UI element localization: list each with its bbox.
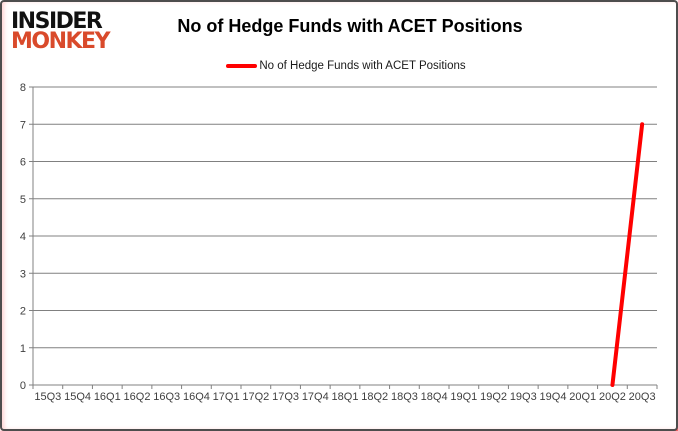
xtick-label-17Q4: 17Q4 [302, 391, 329, 403]
ytick-label-4: 4 [20, 231, 26, 243]
ytick-label-7: 7 [20, 119, 26, 131]
logo-line-monkey: MONKEY [11, 29, 111, 55]
ytick-label-3: 3 [20, 268, 26, 280]
logo-line-insider: INSIDER [11, 9, 103, 34]
xtick-label-20Q2: 20Q2 [599, 391, 626, 403]
xtick-label-19Q3: 19Q3 [510, 391, 537, 403]
xtick-label-16Q2: 16Q2 [124, 391, 151, 403]
chart-title: No of Hedge Funds with ACET Positions [177, 16, 523, 36]
ytick-label-8: 8 [20, 82, 26, 94]
xtick-label-19Q1: 19Q1 [450, 391, 477, 403]
xtick-label-17Q2: 17Q2 [242, 391, 269, 403]
legend-label: No of Hedge Funds with ACET Positions [259, 60, 466, 72]
ytick-label-0: 0 [20, 380, 26, 392]
xtick-label-18Q3: 18Q3 [391, 391, 418, 403]
xtick-label-20Q3: 20Q3 [629, 391, 656, 403]
xtick-label-15Q4: 15Q4 [64, 391, 91, 403]
ytick-label-5: 5 [20, 194, 26, 206]
xtick-label-18Q1: 18Q1 [332, 391, 359, 403]
xtick-label-18Q2: 18Q2 [361, 391, 388, 403]
xtick-label-16Q3: 16Q3 [153, 391, 180, 403]
xtick-label-17Q3: 17Q3 [272, 391, 299, 403]
ytick-label-2: 2 [20, 306, 26, 318]
xtick-label-20Q1: 20Q1 [569, 391, 596, 403]
xtick-label-16Q1: 16Q1 [94, 391, 121, 403]
ytick-label-6: 6 [20, 157, 26, 169]
xtick-label-15Q3: 15Q3 [34, 391, 61, 403]
ytick-label-1: 1 [20, 343, 26, 355]
xtick-label-19Q4: 19Q4 [540, 391, 567, 403]
legend: No of Hedge Funds with ACET Positions [2, 60, 676, 72]
xtick-label-17Q1: 17Q1 [213, 391, 240, 403]
legend-line-marker [226, 64, 258, 68]
xtick-label-19Q2: 19Q2 [480, 391, 507, 403]
xtick-label-18Q4: 18Q4 [421, 391, 448, 403]
xtick-label-16Q4: 16Q4 [183, 391, 210, 403]
series-line [610, 122, 645, 387]
insider-monkey-logo: INSIDER MONKEY [11, 9, 111, 55]
